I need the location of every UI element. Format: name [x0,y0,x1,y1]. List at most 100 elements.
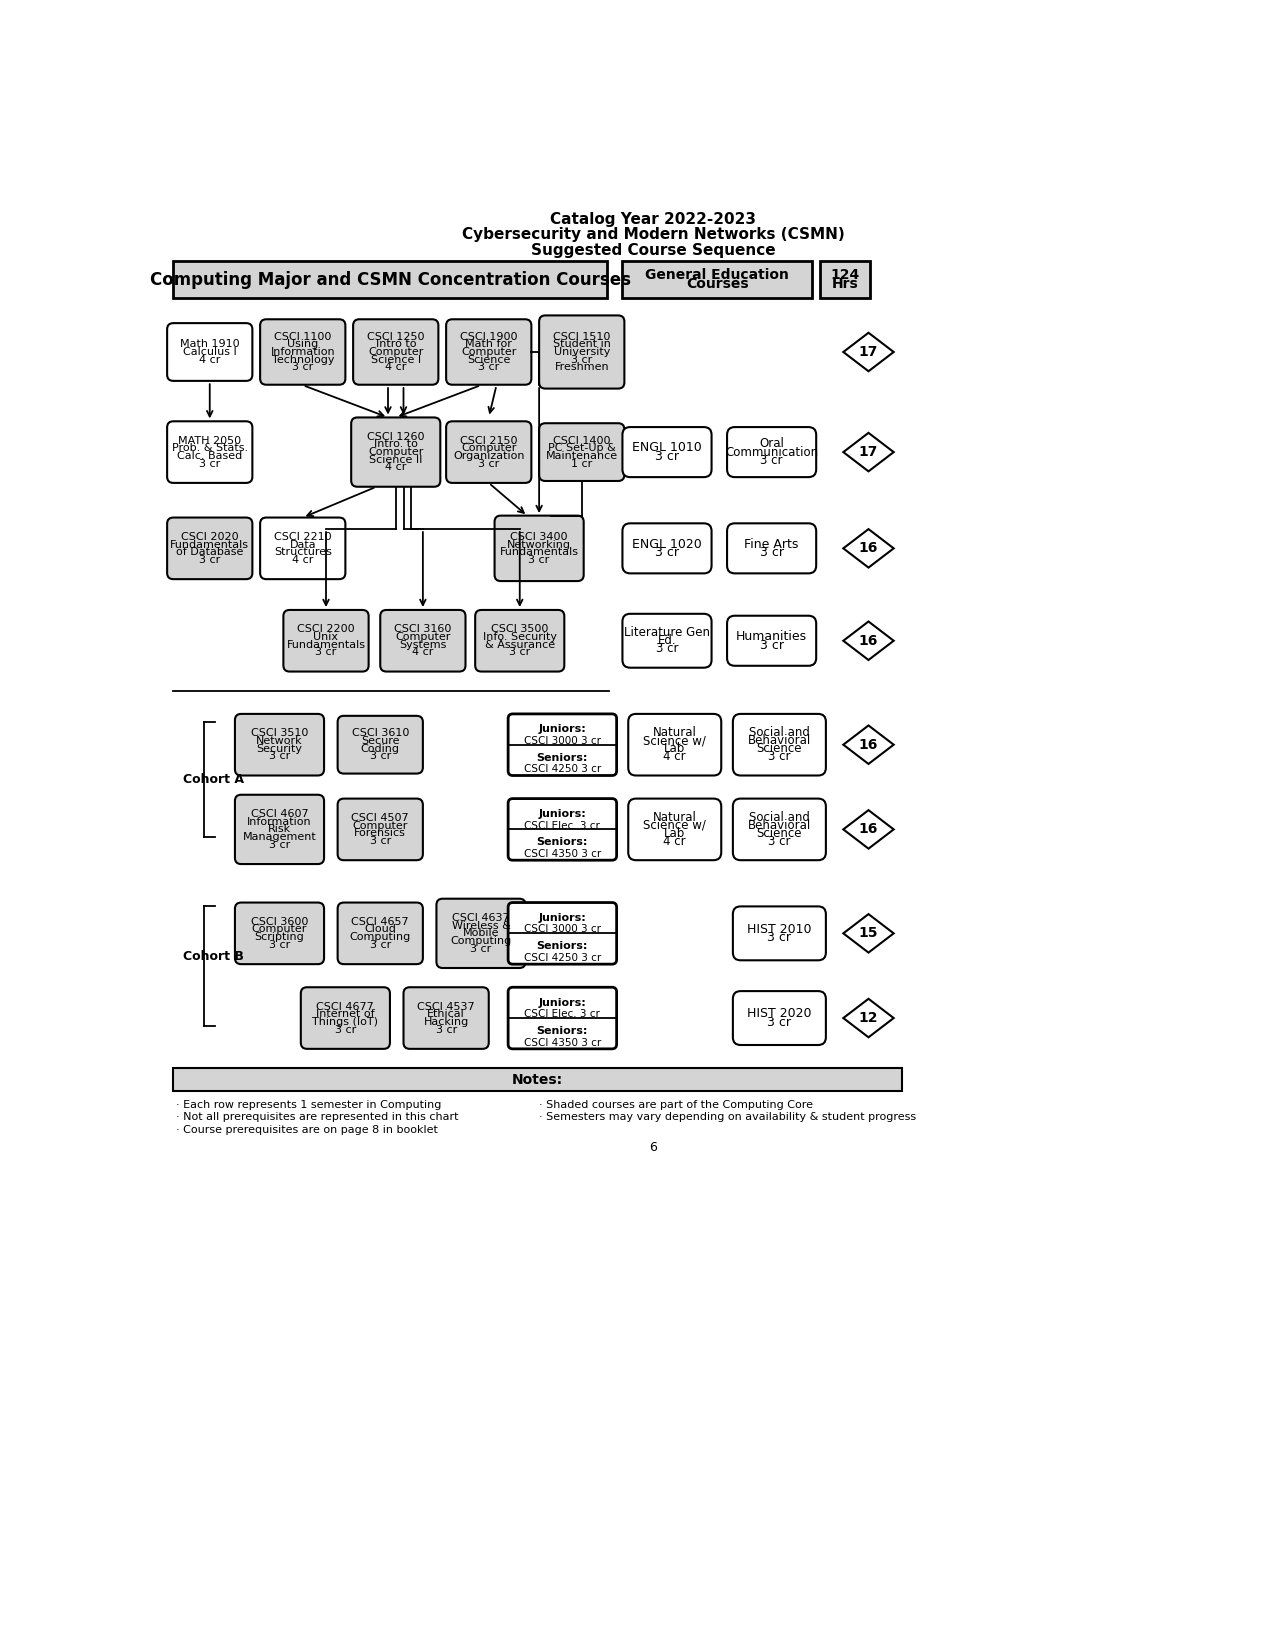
Text: Lab: Lab [664,742,686,756]
FancyBboxPatch shape [629,714,722,776]
Text: 3 cr: 3 cr [529,554,550,564]
Text: 3 cr: 3 cr [470,944,492,954]
Text: Student in: Student in [553,340,611,350]
Text: Behavioral: Behavioral [747,734,811,747]
FancyBboxPatch shape [353,318,439,384]
Text: CSCI 4637: CSCI 4637 [453,912,510,922]
Text: Calculus I: Calculus I [182,346,237,356]
FancyBboxPatch shape [380,610,465,672]
Text: CSCI 3400: CSCI 3400 [510,531,567,541]
Text: 3 cr: 3 cr [436,1025,456,1035]
FancyBboxPatch shape [260,518,346,579]
Text: CSCI 1900: CSCI 1900 [460,332,518,342]
Text: Scripting: Scripting [255,932,305,942]
Text: Internet of: Internet of [316,1010,375,1020]
Text: CSCI 1400: CSCI 1400 [553,436,611,446]
Text: MATH 2050: MATH 2050 [179,436,241,446]
Text: 3 cr: 3 cr [478,459,500,469]
Text: Seniors:: Seniors: [537,942,588,952]
Text: Secure: Secure [361,736,399,746]
Text: Natural: Natural [653,810,696,823]
FancyBboxPatch shape [338,716,423,774]
Text: CSCI 1100: CSCI 1100 [274,332,332,342]
Polygon shape [843,622,894,660]
Text: Seniors:: Seniors: [537,838,588,848]
Text: Computer: Computer [368,447,423,457]
FancyBboxPatch shape [622,427,711,477]
Text: CSCI Elec. 3 cr: CSCI Elec. 3 cr [524,1010,601,1020]
Text: Computer: Computer [353,820,408,830]
FancyBboxPatch shape [167,421,252,483]
Text: Information: Information [247,817,312,827]
Text: Security: Security [256,744,302,754]
FancyBboxPatch shape [509,903,617,964]
Text: Courses: Courses [686,277,748,292]
FancyBboxPatch shape [338,903,423,964]
Text: 3 cr: 3 cr [760,639,784,652]
Text: Math for: Math for [465,340,513,350]
Text: Mobile: Mobile [463,929,500,939]
Text: 12: 12 [859,1011,878,1025]
FancyBboxPatch shape [727,427,816,477]
FancyBboxPatch shape [167,518,252,579]
FancyBboxPatch shape [351,417,440,487]
Text: Computing: Computing [349,932,411,942]
Text: Literature Gen: Literature Gen [623,625,710,639]
Text: Unix: Unix [314,632,338,642]
Text: 3 cr: 3 cr [760,454,783,467]
Text: 3 cr: 3 cr [768,835,790,848]
Text: Computer: Computer [462,444,516,454]
Text: HIST 2020: HIST 2020 [747,1006,812,1020]
Text: Intro to: Intro to [376,340,416,350]
Text: 4 cr: 4 cr [412,647,434,657]
FancyBboxPatch shape [235,903,324,964]
Text: Communication: Communication [725,446,819,459]
Text: Things (IoT): Things (IoT) [312,1016,379,1026]
Text: CSCI 3000 3 cr: CSCI 3000 3 cr [524,924,601,934]
Text: Information: Information [270,346,335,356]
Text: 4 cr: 4 cr [663,835,686,848]
Text: CSCI Elec. 3 cr: CSCI Elec. 3 cr [524,820,601,830]
FancyBboxPatch shape [622,523,711,574]
Text: CSCI 3000 3 cr: CSCI 3000 3 cr [524,736,601,746]
FancyBboxPatch shape [622,614,711,668]
FancyBboxPatch shape [727,615,816,665]
Text: Using: Using [287,340,319,350]
Text: 4 cr: 4 cr [385,462,407,472]
Text: 3 cr: 3 cr [571,355,593,365]
Text: Science w/: Science w/ [644,818,706,832]
Text: Computer: Computer [462,346,516,356]
Text: CSCI 2020: CSCI 2020 [181,531,238,541]
Text: Catalog Year 2022-2023: Catalog Year 2022-2023 [550,213,756,228]
Polygon shape [843,914,894,952]
Text: 6: 6 [649,1140,657,1153]
FancyBboxPatch shape [235,714,324,776]
Text: Fine Arts: Fine Arts [745,538,799,551]
Text: Science w/: Science w/ [644,734,706,747]
Text: Computer: Computer [368,346,423,356]
Text: Coding: Coding [361,744,400,754]
Text: Fundamentals: Fundamentals [500,548,579,558]
FancyBboxPatch shape [509,714,617,776]
Text: Cloud: Cloud [365,924,397,934]
Text: Computer: Computer [395,632,450,642]
Text: Freshmen: Freshmen [555,363,609,373]
Text: Hacking: Hacking [423,1016,469,1026]
Bar [173,1068,901,1091]
Text: CSCI 1510: CSCI 1510 [553,332,611,342]
FancyBboxPatch shape [235,795,324,865]
Text: 3 cr: 3 cr [760,546,784,559]
Text: CSCI 3510: CSCI 3510 [251,728,309,738]
Text: General Education: General Education [645,267,789,282]
Text: CSCI 4250 3 cr: CSCI 4250 3 cr [524,764,601,774]
Text: Ed.: Ed. [658,634,676,647]
Text: 16: 16 [859,738,878,752]
Text: 17: 17 [859,446,878,459]
FancyBboxPatch shape [629,799,722,860]
Text: Cohort A: Cohort A [182,772,244,785]
Text: CSCI 4677: CSCI 4677 [316,1002,375,1011]
Text: Lab: Lab [664,827,686,840]
Text: 3 cr: 3 cr [768,751,790,764]
Text: Juniors:: Juniors: [538,724,586,734]
Text: Science II: Science II [368,455,422,465]
